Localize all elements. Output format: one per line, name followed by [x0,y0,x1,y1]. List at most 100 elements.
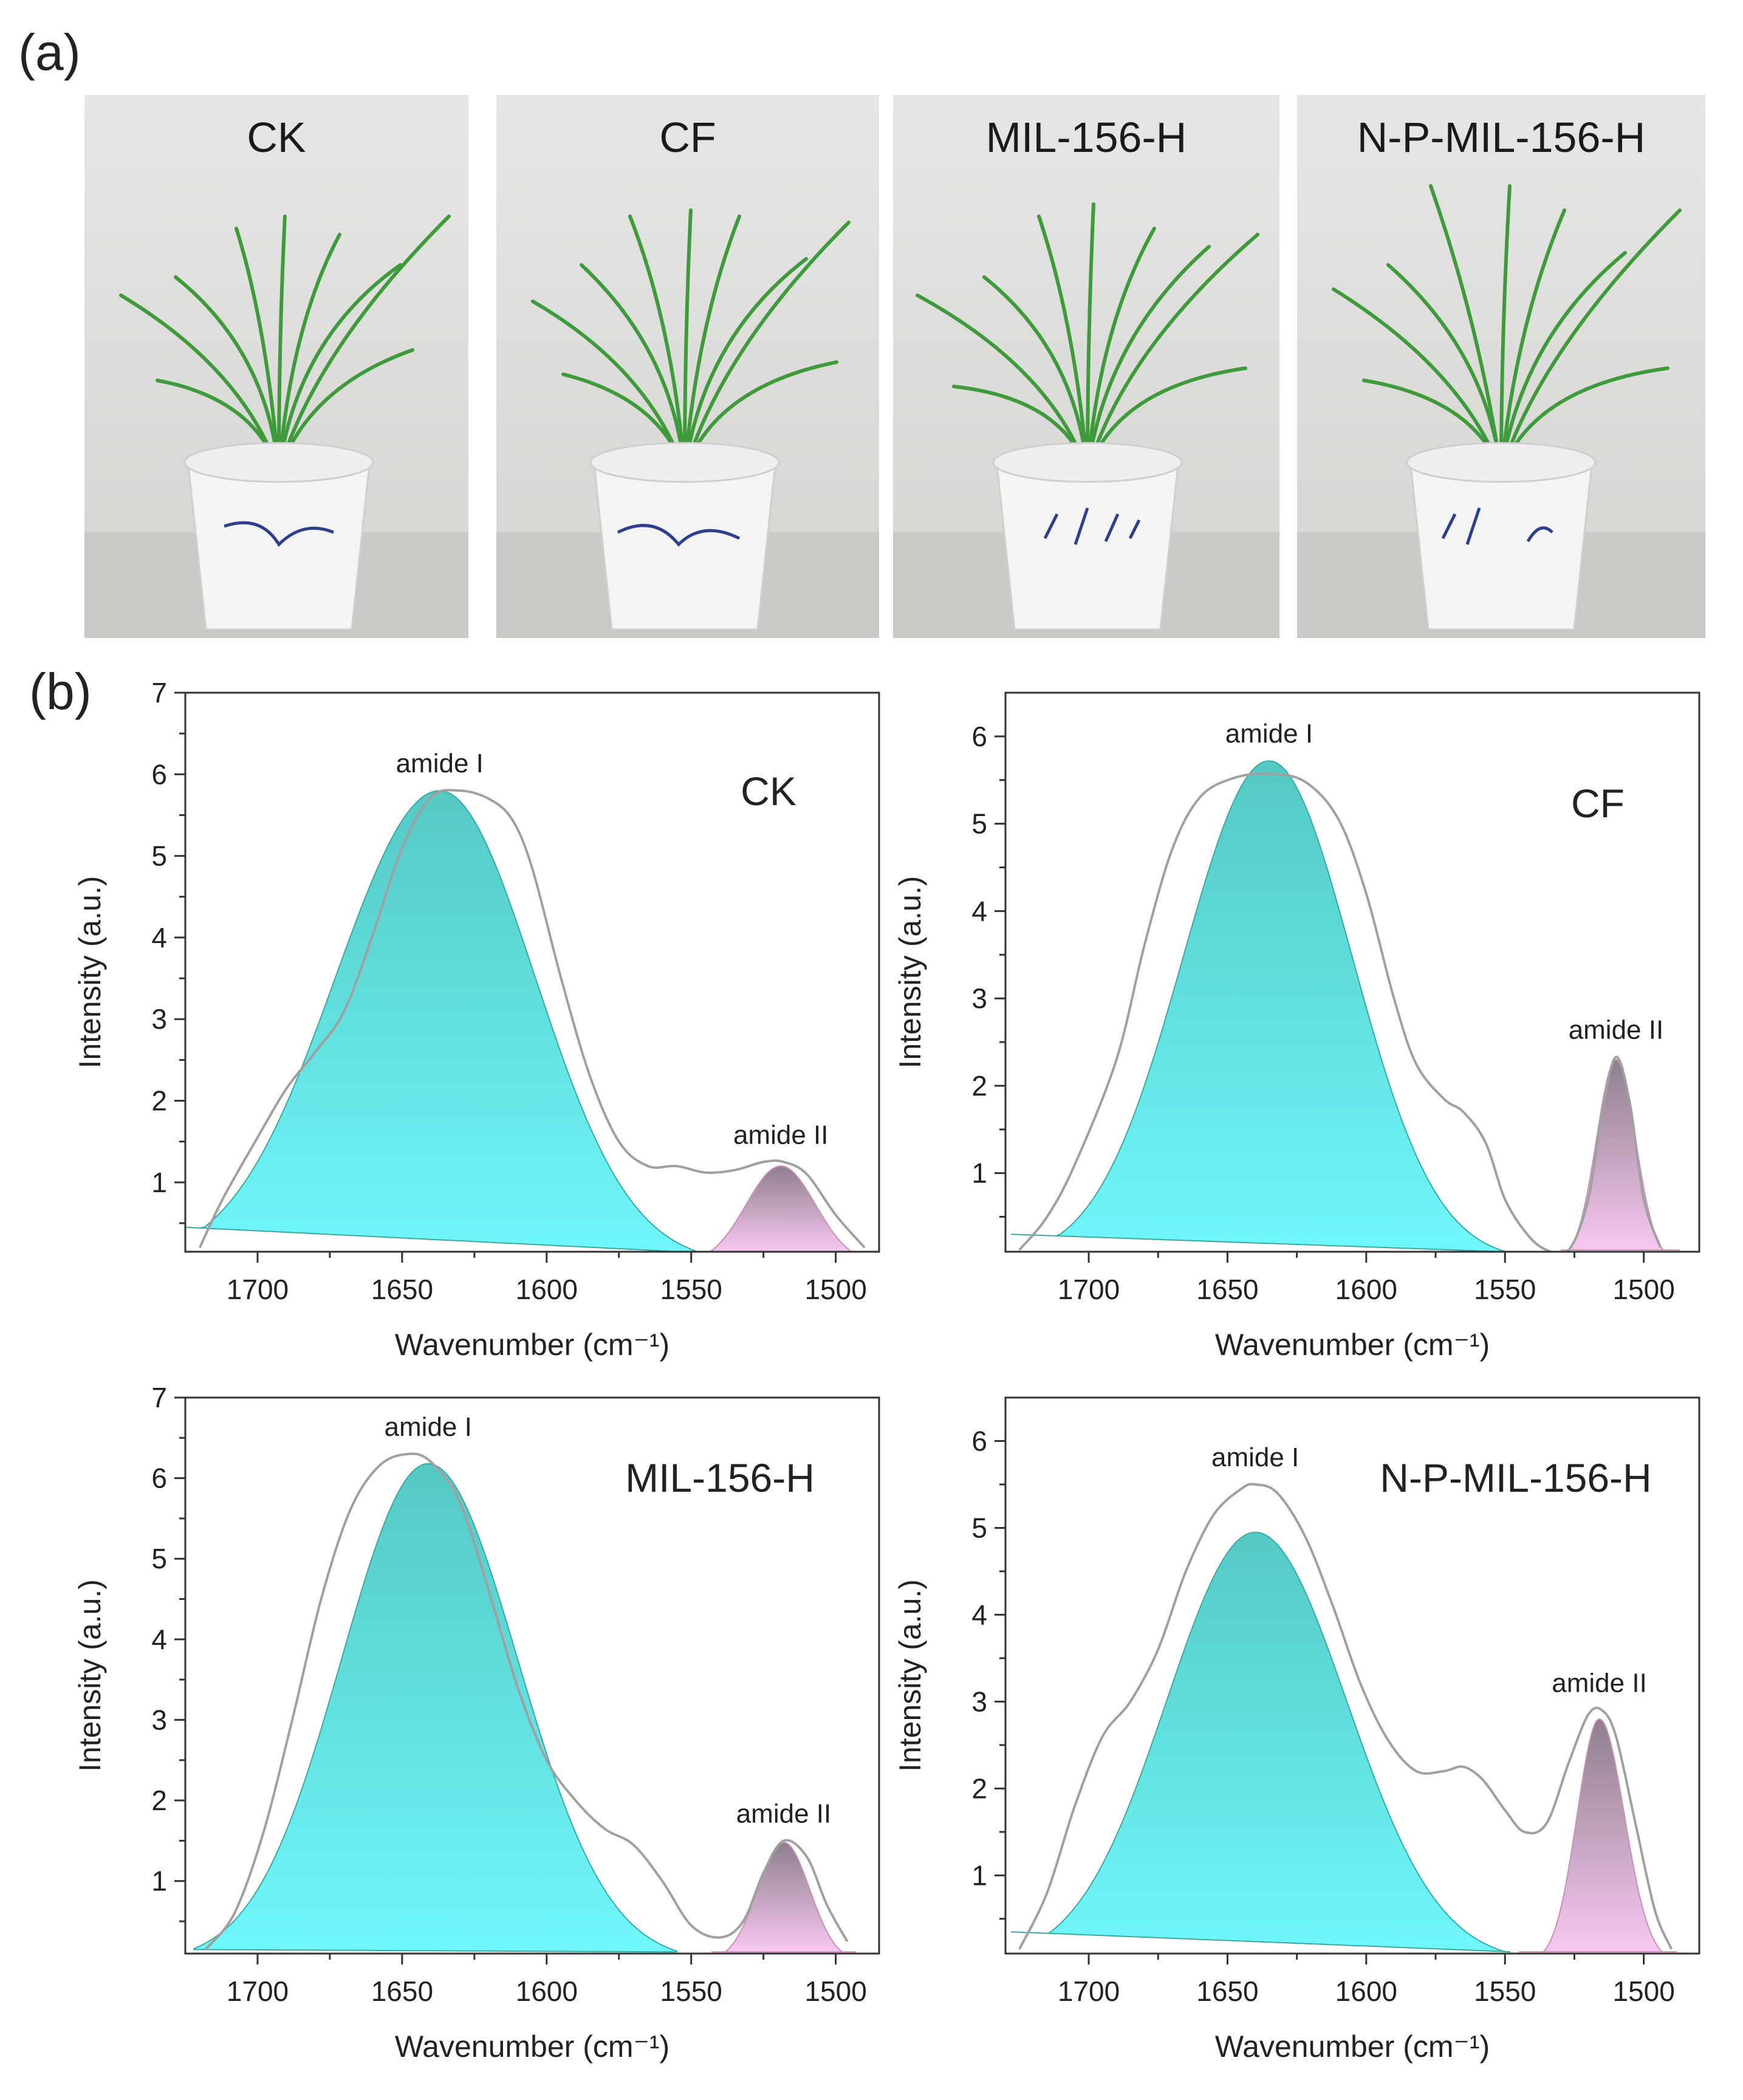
amide-2-label: amide II [736,1799,832,1828]
x-tick-label: 1600 [516,1975,578,2007]
y-tick-label: 3 [151,1003,167,1035]
amide-2-label: amide II [1552,1669,1647,1698]
x-axis-title: Wavenumber (cm⁻¹) [395,2030,669,2064]
y-tick-label: 5 [151,840,167,872]
x-tick-label: 1650 [1196,1975,1258,2007]
photo-title: CF [659,114,716,161]
y-tick-label: 2 [971,1772,987,1804]
photo-title: CK [247,114,306,161]
x-tick-label: 1500 [1612,1274,1674,1305]
x-tick-label: 1550 [660,1274,722,1305]
chart-cf: 1700 1650 1600 1550 1500 1 2 3 4 5 6 Wavenumber (cm… [893,691,1700,1362]
amide-2-peak-area [691,1165,871,1252]
plot-area [1011,1483,1677,1953]
chart-mil-156-h: 1700 1650 1600 1550 1500 1 2 3 4 5 6 7 Wavenumber (c… [73,1382,880,2064]
x-axis-title: Wavenumber (cm⁻¹) [1215,2030,1490,2064]
y-tick-label: 2 [151,1785,167,1816]
y-tick-label: 3 [151,1704,167,1735]
x-tick-label: 1700 [1058,1975,1120,2007]
x-tick-label: 1700 [227,1274,289,1305]
x-tick-label: 1600 [1335,1975,1397,2007]
x-tick-label: 1500 [1612,1975,1674,2007]
raw-spectrum-line [198,789,866,1249]
sample-label: N-P-MIL-156-H [1380,1455,1651,1500]
axes-frame [1004,1396,1700,1955]
amide-1-peak-area [1011,760,1521,1252]
plant-photo-n-p-mil-156-h: N-P-MIL-156-H [1297,95,1705,638]
y-tick-label: 6 [151,758,167,790]
amide-1-peak-area [1011,1531,1511,1953]
y-tick-label: 4 [151,1624,167,1655]
y-tick-label: 7 [151,1382,167,1413]
y-tick-label: 1 [971,1158,987,1189]
y-axis-title: Intensity (a.u.) [893,876,927,1069]
plant-photo-cf: CF [496,95,879,638]
amide-2-peak-area [1560,1059,1680,1251]
raw-spectrum-line [1018,1483,1673,1950]
y-tick-label: 5 [971,1512,987,1543]
plant-photo-ck: CK [84,95,468,638]
y-tick-label: 5 [971,808,987,840]
chart-n-p-mil-156-h: 1700 1650 1600 1550 1500 1 2 3 4 5 6 Wavenumber (cm… [893,1396,1700,2064]
x-tick-label: 1700 [227,1975,289,2007]
x-tick-label: 1550 [1474,1975,1536,2007]
y-tick-label: 2 [151,1085,167,1117]
x-axis-title: Wavenumber (cm⁻¹) [1215,1328,1490,1362]
amide-1-label: amide I [396,749,484,778]
sample-label: CF [1571,781,1625,826]
x-tick-label: 1500 [804,1975,866,2007]
y-tick-label: 1 [151,1865,167,1897]
y-axis-title: Intensity (a.u.) [893,1579,927,1772]
y-tick-label: 4 [151,922,167,953]
chart-ck: 1700 1650 1600 1550 1500 1 2 3 4 5 6 7 Wavenumber (c… [73,677,880,1362]
photo-title: MIL-156-H [985,114,1187,161]
amide-2-label: amide II [733,1120,829,1150]
amide-1-label: amide I [1225,719,1313,749]
raw-spectrum-line [204,1452,849,1951]
x-tick-label: 1650 [371,1274,433,1305]
plot-area [185,789,871,1252]
plot-area [1011,760,1680,1252]
sample-label: MIL-156-H [625,1455,815,1500]
x-tick-label: 1600 [516,1274,578,1305]
x-tick-label: 1650 [1196,1274,1258,1305]
panel-b-label: (b) [29,663,92,720]
amide-2-peak-area [711,1841,856,1953]
x-tick-label: 1500 [804,1274,866,1305]
x-tick-label: 1550 [660,1975,722,2007]
y-tick-label: 6 [971,1425,987,1457]
y-tick-label: 3 [971,1686,987,1717]
y-tick-label: 6 [151,1463,167,1494]
y-axis-title: Intensity (a.u.) [73,1579,107,1772]
amide-1-peak-area [185,790,700,1252]
amide-1-peak-area [193,1463,677,1953]
axes-frame [184,1396,880,1955]
plant-illustration [84,95,468,638]
amide-1-label: amide I [385,1412,472,1442]
y-tick-label: 2 [971,1070,987,1102]
raw-spectrum-line [1018,772,1662,1252]
panel-a-label: (a) [18,24,81,81]
amide-2-label: amide II [1569,1015,1664,1045]
plant-illustration [893,95,1279,638]
plant-illustration [1297,95,1705,638]
y-tick-label: 1 [151,1167,167,1198]
plot-area [193,1452,856,1953]
x-tick-label: 1600 [1335,1274,1397,1305]
y-tick-label: 1 [971,1859,987,1891]
amide-1-label: amide I [1211,1443,1299,1472]
plant-illustration [496,95,879,638]
y-tick-label: 5 [151,1543,167,1574]
plant-photo-mil-156-h: MIL-156-H [893,95,1279,638]
y-tick-label: 7 [151,677,167,709]
x-axis-title: Wavenumber (cm⁻¹) [395,1328,669,1362]
x-tick-label: 1650 [371,1975,433,2007]
y-axis-title: Intensity (a.u.) [73,876,107,1069]
x-tick-label: 1550 [1474,1274,1536,1305]
x-tick-label: 1700 [1058,1274,1120,1305]
axes-frame [1004,691,1700,1253]
y-tick-label: 4 [971,1599,987,1630]
y-tick-label: 4 [971,895,987,927]
sample-label: CK [741,769,796,814]
